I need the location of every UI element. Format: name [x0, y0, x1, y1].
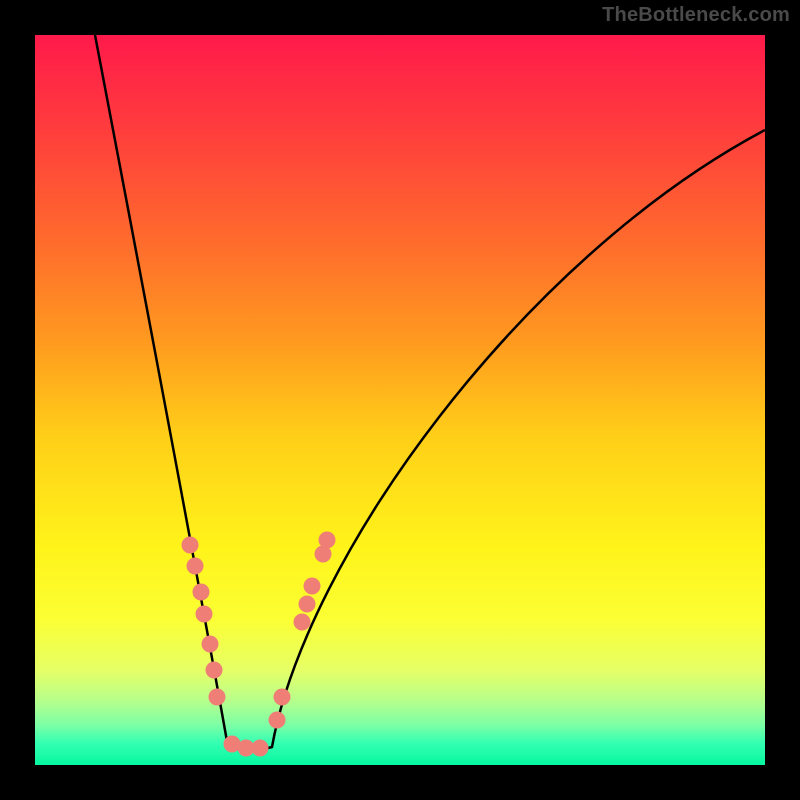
bottleneck-chart: TheBottleneck.com — [0, 0, 800, 800]
chart-canvas — [0, 0, 800, 800]
plot-background — [35, 35, 765, 765]
data-marker — [274, 689, 291, 706]
data-marker — [187, 558, 204, 575]
data-marker — [319, 532, 336, 549]
data-marker — [299, 596, 316, 613]
data-marker — [182, 537, 199, 554]
data-marker — [304, 578, 321, 595]
data-marker — [269, 712, 286, 729]
data-marker — [252, 740, 269, 757]
data-marker — [294, 614, 311, 631]
data-marker — [206, 662, 223, 679]
data-marker — [209, 689, 226, 706]
data-marker — [196, 606, 213, 623]
data-marker — [202, 636, 219, 653]
data-marker — [193, 584, 210, 601]
